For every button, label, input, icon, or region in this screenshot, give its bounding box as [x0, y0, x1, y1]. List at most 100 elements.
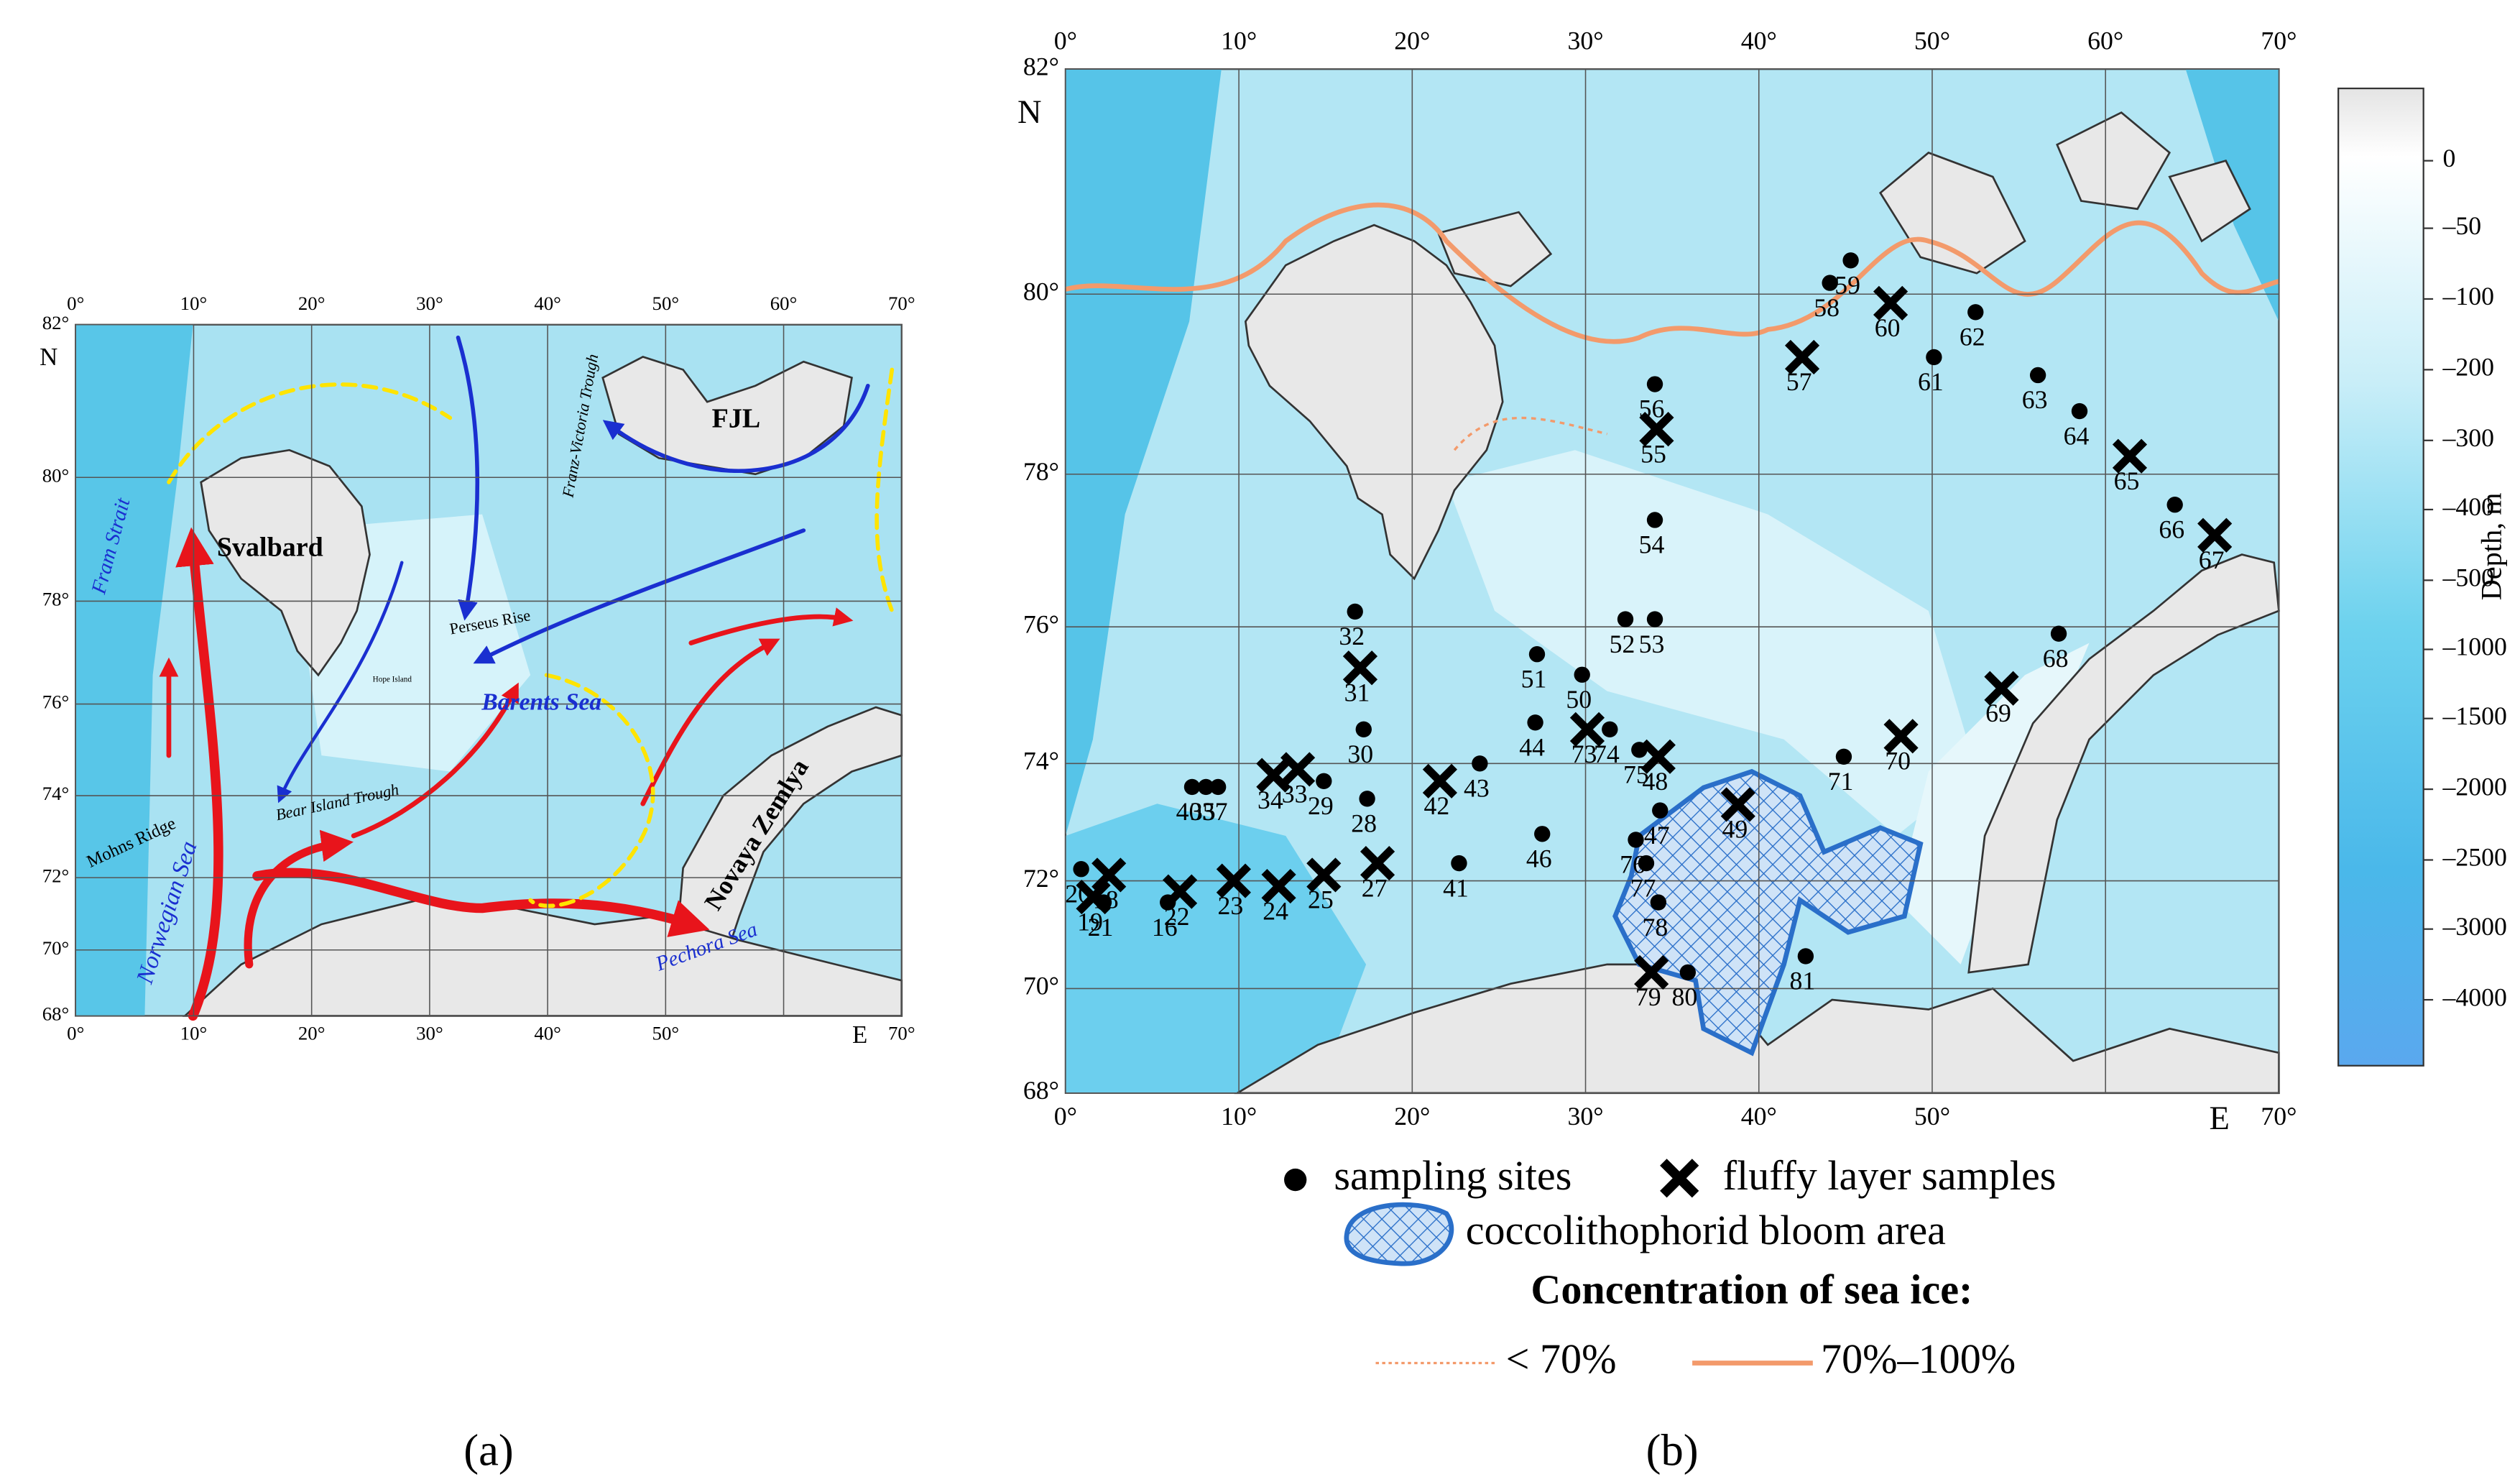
station-label: 33 — [1282, 780, 1308, 809]
fluffy-sample — [1280, 752, 1316, 787]
sampling-site — [1638, 855, 1655, 872]
station-label: 24 — [1263, 896, 1288, 925]
station-label: 55 — [1640, 439, 1666, 468]
colorbar-title: Depth, m — [2475, 492, 2507, 600]
lat-label: 76° — [42, 691, 70, 713]
sampling-site — [1534, 826, 1551, 842]
sampling-site — [1472, 755, 1488, 772]
land — [2056, 111, 2171, 211]
sampling-site — [2050, 625, 2067, 642]
station-label: 46 — [1526, 844, 1552, 873]
sampling-site — [1650, 894, 1667, 911]
lat-label: 68° — [42, 1003, 70, 1025]
station-label: 16 — [1152, 913, 1178, 942]
lat-label: 80° — [42, 464, 70, 486]
station-label: 64 — [2064, 421, 2090, 450]
station-label: 58 — [1814, 293, 1840, 322]
station-label: 79 — [1635, 982, 1661, 1011]
lat-label: 78° — [42, 589, 70, 610]
station-label: 78 — [1642, 913, 1668, 942]
lon-label: 20° — [1394, 27, 1430, 55]
lon-label: 60° — [770, 293, 798, 314]
lon-label: 20° — [298, 1022, 326, 1044]
shallow — [1446, 450, 1977, 836]
station-label: 62 — [1960, 323, 1985, 351]
sampling-site — [2071, 402, 2088, 420]
station-label: 30 — [1347, 740, 1373, 768]
station-label: 57 — [1786, 367, 1812, 396]
sampling-site — [1359, 791, 1375, 807]
lon-label: 70° — [2261, 1102, 2297, 1131]
sampling-site — [1355, 721, 1372, 737]
sampling-site — [1198, 778, 1214, 796]
station-label: 70 — [1885, 747, 1911, 775]
caption: (a) — [463, 1425, 514, 1475]
lat-label: 68° — [1023, 1076, 1059, 1105]
lat-label: 82° — [1023, 52, 1059, 80]
sampling-site — [1797, 948, 1814, 965]
fluffy-sample — [2197, 517, 2233, 553]
sea-ice-edge — [1453, 416, 1607, 451]
station-label: 40 — [1176, 797, 1202, 826]
sampling-site — [1209, 778, 1227, 796]
sea-ice-edge — [1065, 202, 2280, 344]
colorbar-label: –300 — [2442, 423, 2495, 452]
colorbar-label: –2000 — [2442, 772, 2507, 801]
bloom-area — [1612, 768, 1924, 1057]
sampling-site — [2029, 367, 2046, 384]
station-label: 69 — [1985, 699, 2011, 727]
lat-label: 74° — [42, 783, 70, 804]
station-label: 51 — [1521, 664, 1547, 693]
fluffy-sample — [1360, 845, 1395, 881]
land — [1244, 224, 1504, 581]
lon-label: 30° — [416, 293, 443, 314]
legend-text: Concentration of sea ice: — [1531, 1266, 1972, 1313]
station-label: 25 — [1308, 885, 1334, 914]
sampling-site — [1822, 275, 1838, 291]
land — [1879, 151, 2026, 275]
land — [601, 356, 853, 476]
lon-label: 40° — [1741, 27, 1777, 55]
lon-label: 30° — [416, 1022, 443, 1044]
sampling-site — [1316, 773, 1332, 789]
lat-label: 74° — [1023, 747, 1059, 775]
lat-label: 72° — [42, 865, 70, 886]
sampling-site — [1646, 512, 1663, 528]
station-label: 59 — [1834, 271, 1860, 300]
land — [200, 448, 371, 677]
station-label: 29 — [1308, 791, 1334, 820]
legend-text: < 70% — [1506, 1335, 1617, 1382]
legend-text: coccolithophorid bloom area — [1466, 1207, 1946, 1253]
lon-label: 10° — [180, 1022, 208, 1044]
station-label: 28 — [1351, 809, 1377, 838]
station-label: 60 — [1875, 313, 1901, 342]
sampling-site — [1646, 611, 1663, 627]
colorbar-label: –1500 — [2442, 701, 2507, 730]
station-label: 49 — [1722, 815, 1748, 844]
land — [2168, 160, 2251, 243]
fluffy-sample — [1640, 739, 1676, 774]
colorbar-label: –500 — [2442, 563, 2495, 592]
fluffy-sample — [1216, 863, 1251, 898]
lon-label: 10° — [1221, 1102, 1257, 1131]
lat-label: 72° — [1023, 864, 1059, 893]
lon-label: 20° — [1394, 1102, 1430, 1131]
lon-label: 50° — [1914, 27, 1950, 55]
lon-label: 0° — [1054, 1102, 1077, 1131]
station-label: 32 — [1339, 622, 1365, 650]
fluffy-sample — [1342, 650, 1378, 686]
fluffy-sample — [1639, 412, 1674, 447]
fluffy-sample — [1422, 763, 1457, 798]
station-label: 71 — [1828, 767, 1854, 796]
sampling-site — [1528, 646, 1546, 663]
colorbar-label: –3000 — [2442, 912, 2507, 941]
colorbar-label: –4000 — [2442, 982, 2507, 1011]
land — [1436, 211, 1553, 287]
station-label: 37 — [1202, 797, 1228, 826]
colorbar-label: –400 — [2442, 492, 2495, 521]
station-label: 54 — [1639, 530, 1665, 559]
station-label: 68 — [2043, 644, 2069, 673]
station-label: 27 — [1362, 873, 1388, 902]
